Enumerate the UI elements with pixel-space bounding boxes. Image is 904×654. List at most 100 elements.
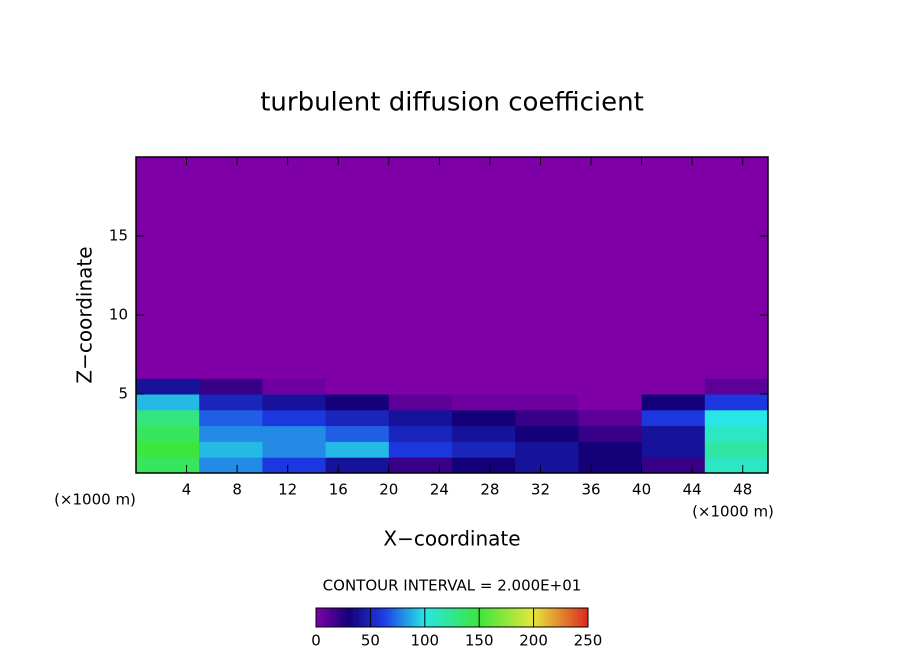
colorbar-swatch bbox=[460, 608, 464, 627]
field-cell bbox=[578, 457, 643, 474]
colorbar-swatch bbox=[484, 608, 488, 627]
field-cell bbox=[452, 378, 516, 395]
colorbar-swatch bbox=[498, 608, 502, 627]
colorbar-swatch bbox=[326, 608, 330, 627]
field-cell bbox=[578, 378, 643, 395]
field-cell bbox=[325, 441, 390, 458]
colorbar-swatch bbox=[500, 608, 504, 627]
field-cell bbox=[641, 378, 706, 395]
field-cell bbox=[199, 157, 263, 379]
field-cell bbox=[136, 409, 200, 427]
colorbar-swatch bbox=[441, 608, 445, 627]
colorbar-swatch bbox=[511, 608, 515, 627]
colorbar-swatch bbox=[536, 608, 540, 627]
field-cell bbox=[136, 457, 200, 474]
colorbar-tick-label: 50 bbox=[361, 632, 380, 650]
field-cell bbox=[704, 157, 769, 379]
colorbar-tick-label: 200 bbox=[519, 632, 548, 650]
colorbar-swatch bbox=[530, 608, 534, 627]
field-cell bbox=[262, 378, 327, 395]
field-cell bbox=[325, 394, 390, 411]
colorbar-swatch bbox=[430, 608, 434, 627]
colorbar-swatch bbox=[397, 608, 401, 627]
field-cell bbox=[262, 457, 327, 474]
field-cell bbox=[388, 425, 453, 442]
field-cell bbox=[641, 441, 706, 458]
colorbar-swatch bbox=[479, 608, 483, 627]
colorbar-tick-label: 150 bbox=[465, 632, 494, 650]
field-cell bbox=[515, 441, 579, 458]
colorbar-swatch bbox=[394, 608, 398, 627]
field-cell bbox=[262, 441, 327, 458]
x-tick-label: 20 bbox=[379, 481, 398, 499]
field-cell bbox=[136, 157, 200, 379]
x-tick-label: 4 bbox=[182, 481, 192, 499]
field-cell bbox=[641, 457, 706, 474]
colorbar-swatch bbox=[370, 608, 374, 627]
field-cell bbox=[325, 157, 390, 379]
field-cell bbox=[578, 394, 643, 411]
x-tick-label: 44 bbox=[683, 481, 702, 499]
y-tick-label: 5 bbox=[118, 385, 128, 403]
colorbar-swatch bbox=[547, 608, 551, 627]
field-cell bbox=[578, 425, 643, 442]
field-cell bbox=[325, 378, 390, 395]
colorbar-swatch bbox=[533, 608, 537, 627]
colorbar-swatch bbox=[337, 608, 341, 627]
colorbar-swatch bbox=[471, 608, 475, 627]
field-cell bbox=[199, 394, 263, 411]
colorbar-swatch bbox=[520, 608, 524, 627]
field-cell bbox=[388, 409, 453, 427]
colorbar-swatch bbox=[462, 608, 466, 627]
field-cell bbox=[199, 457, 263, 474]
field-cell bbox=[578, 441, 643, 458]
colorbar-swatch bbox=[563, 608, 567, 627]
colorbar-swatch bbox=[552, 608, 556, 627]
x-tick-label: 36 bbox=[581, 481, 600, 499]
colorbar-swatch bbox=[449, 608, 453, 627]
colorbar-swatch bbox=[541, 608, 545, 627]
field-cell bbox=[704, 441, 769, 458]
x-tick-label: 32 bbox=[531, 481, 550, 499]
field-cell bbox=[199, 409, 263, 427]
field-cell bbox=[136, 425, 200, 442]
field-cell bbox=[452, 157, 516, 379]
colorbar-swatch bbox=[389, 608, 393, 627]
x-tick-label: 24 bbox=[430, 481, 449, 499]
colorbar-swatch bbox=[351, 608, 355, 627]
field-cell bbox=[452, 457, 516, 474]
field-cell bbox=[388, 441, 453, 458]
colorbar-swatch bbox=[558, 608, 562, 627]
colorbar-swatch bbox=[419, 608, 423, 627]
field-cell bbox=[515, 425, 579, 442]
colorbar-swatch bbox=[427, 608, 431, 627]
colorbar-swatch bbox=[422, 608, 426, 627]
colorbar-swatch bbox=[457, 608, 461, 627]
colorbar-swatch bbox=[316, 608, 320, 627]
field-cell bbox=[704, 409, 769, 427]
colorbar-swatch bbox=[375, 608, 379, 627]
field-cell bbox=[515, 157, 579, 379]
colorbar-swatch bbox=[345, 608, 349, 627]
colorbar-swatch bbox=[555, 608, 559, 627]
field-cell bbox=[136, 378, 200, 395]
colorbar-swatch bbox=[408, 608, 412, 627]
colorbar-swatch bbox=[487, 608, 491, 627]
x-tick-label: 28 bbox=[480, 481, 499, 499]
x-tick-label: 12 bbox=[278, 481, 297, 499]
colorbar-swatch bbox=[405, 608, 409, 627]
chart-title: turbulent diffusion coefficient bbox=[260, 88, 644, 118]
colorbar-swatch bbox=[509, 608, 513, 627]
colorbar-swatch bbox=[435, 608, 439, 627]
colorbar-swatch bbox=[492, 608, 496, 627]
colorbar-swatch bbox=[566, 608, 570, 627]
colorbar-swatch bbox=[354, 608, 358, 627]
colorbar-swatch bbox=[356, 608, 360, 627]
colorbar-swatch bbox=[585, 608, 589, 627]
colorbar-swatch bbox=[332, 608, 336, 627]
y-axis-label: Z−coordinate bbox=[73, 246, 97, 383]
colorbar-swatch bbox=[413, 608, 417, 627]
colorbar-swatch bbox=[432, 608, 436, 627]
contour-interval: CONTOUR INTERVAL = 2.000E+01 bbox=[323, 577, 582, 595]
